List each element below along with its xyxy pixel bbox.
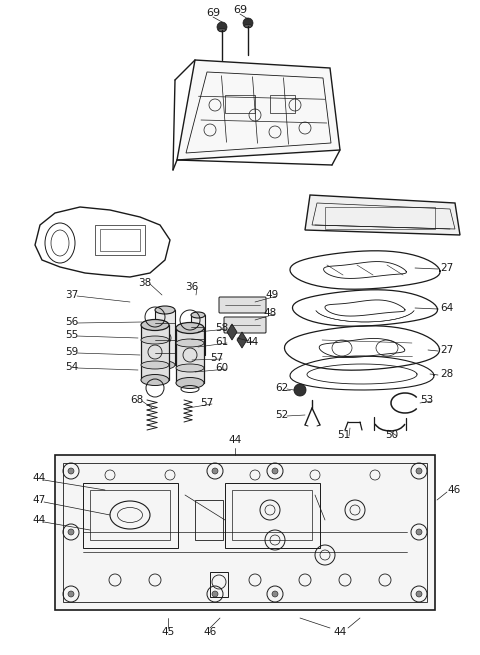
Polygon shape [227,324,237,340]
Ellipse shape [155,306,175,314]
Circle shape [217,22,227,32]
Circle shape [243,18,253,28]
Polygon shape [305,195,460,235]
Text: 36: 36 [185,282,198,292]
Text: 44: 44 [334,627,347,637]
Ellipse shape [155,361,175,369]
Text: 44: 44 [32,515,45,525]
Ellipse shape [191,312,205,318]
Text: 60: 60 [215,363,228,373]
Bar [191,315,205,355]
Ellipse shape [244,24,252,28]
Bar [270,95,295,113]
Text: 68: 68 [130,395,143,405]
Bar [63,463,427,602]
Bar [225,95,255,113]
Circle shape [272,591,278,597]
Text: 57: 57 [210,353,223,363]
Text: 44: 44 [228,435,241,445]
Text: 45: 45 [161,627,175,637]
Circle shape [68,529,74,535]
Bar [325,207,435,229]
Ellipse shape [191,352,205,358]
Circle shape [212,468,218,474]
Text: 59: 59 [65,347,78,357]
Text: 52: 52 [275,410,288,420]
Text: 69: 69 [233,5,247,15]
Text: 44: 44 [32,473,45,483]
Ellipse shape [176,322,204,333]
Bar [210,572,228,597]
Text: 38: 38 [138,278,151,288]
Bar [232,490,312,540]
Bar [90,490,170,540]
Text: 48: 48 [263,308,276,318]
Text: 27: 27 [440,263,453,273]
Ellipse shape [141,375,169,386]
Text: 53: 53 [420,395,433,405]
Text: 58: 58 [215,323,228,333]
Ellipse shape [218,29,226,31]
FancyBboxPatch shape [219,297,266,313]
Bar [55,455,435,610]
Text: 46: 46 [204,627,216,637]
Circle shape [272,468,278,474]
Circle shape [68,591,74,597]
Circle shape [416,591,422,597]
Text: 37: 37 [65,290,78,300]
Bar [225,483,320,548]
Text: 62: 62 [275,383,288,393]
Bar [100,229,140,251]
Circle shape [212,591,218,597]
Polygon shape [237,332,247,348]
Text: 55: 55 [65,330,78,340]
Ellipse shape [141,320,169,331]
Circle shape [294,384,306,396]
Ellipse shape [176,364,204,372]
Text: 51: 51 [337,430,350,440]
Ellipse shape [176,377,204,388]
Bar [141,325,169,380]
Text: 44: 44 [245,337,258,347]
FancyBboxPatch shape [224,317,266,333]
Bar [195,500,223,540]
Bar [176,328,204,383]
Text: 54: 54 [65,362,78,372]
Ellipse shape [141,361,169,369]
Bar [95,225,145,255]
Text: 69: 69 [206,8,220,18]
Ellipse shape [176,339,204,347]
Text: 47: 47 [32,495,45,505]
Bar [83,483,178,548]
Polygon shape [177,60,340,160]
Circle shape [68,468,74,474]
Text: 61: 61 [215,337,228,347]
Text: 27: 27 [440,345,453,355]
Text: 57: 57 [200,398,213,408]
Text: 28: 28 [440,369,453,379]
Text: 50: 50 [385,430,398,440]
Text: 64: 64 [440,303,453,313]
Text: 49: 49 [265,290,278,300]
Bar [155,310,175,365]
Text: 46: 46 [447,485,460,495]
Circle shape [416,468,422,474]
Circle shape [416,529,422,535]
Text: 56: 56 [65,317,78,327]
Ellipse shape [141,336,169,344]
